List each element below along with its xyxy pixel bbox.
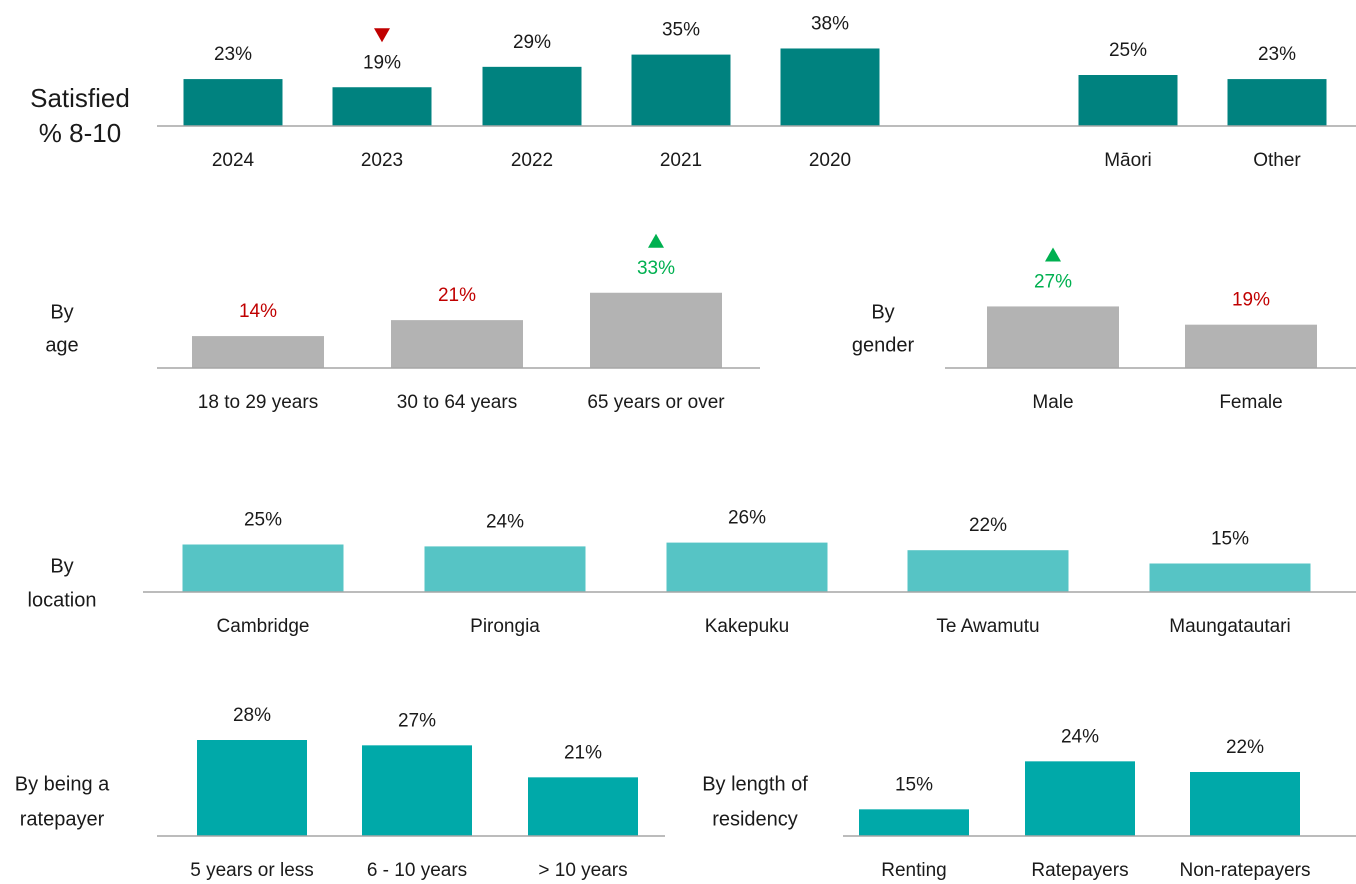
value-label: 38% [811,13,849,34]
bar [1025,761,1135,836]
bar [197,740,307,836]
value-label: 23% [1258,44,1296,65]
x-tick-label: Male [1032,392,1073,413]
bar [987,306,1119,368]
panel-label: By [871,301,894,323]
value-label: 23% [214,44,252,65]
value-label: 24% [1061,726,1099,747]
x-tick-label: Ratepayers [1031,860,1128,881]
value-label: 14% [239,301,277,322]
x-tick-label: Female [1219,392,1282,413]
x-tick-label: > 10 years [538,860,627,881]
value-label: 19% [363,52,401,73]
panel-label: By being a [15,773,110,795]
bar [631,54,731,126]
bar [391,320,523,368]
value-label: 15% [895,774,933,795]
value-label: 24% [486,511,524,532]
value-label: 22% [1226,737,1264,758]
bar [182,544,344,592]
panel-label: By length of [702,773,808,795]
x-tick-label: Māori [1104,150,1152,171]
value-label: 26% [728,508,766,529]
x-tick-label: 2020 [809,150,851,171]
value-label: 33% [637,258,675,279]
x-tick-label: Cambridge [217,616,310,637]
bar [1078,75,1178,126]
panel-label: By [50,555,73,577]
bar [482,66,582,126]
x-tick-label: 2023 [361,150,403,171]
x-tick-label: Other [1253,150,1301,171]
panel-label: Satisfied [30,83,130,113]
panel-label: % 8-10 [39,118,121,148]
x-tick-label: 30 to 64 years [397,392,517,413]
bar [424,546,586,592]
bar [780,48,880,127]
x-tick-label: 65 years or over [587,392,725,413]
value-label: 28% [233,705,271,726]
value-label: 27% [398,710,436,731]
bar [362,745,472,836]
significance-marker [1045,247,1061,262]
x-tick-label: Non-ratepayers [1180,860,1311,881]
bar [1227,79,1327,126]
bar [907,550,1069,592]
value-label: 19% [1232,290,1270,311]
panel-label: gender [852,334,915,356]
bar [1149,563,1311,592]
bar [192,336,324,368]
value-label: 21% [438,285,476,306]
x-tick-label: Kakepuku [705,616,790,637]
value-label: 25% [244,510,282,531]
panel-label: ratepayer [20,808,105,830]
bar [183,79,283,126]
x-tick-label: 5 years or less [190,860,314,881]
x-tick-label: 2021 [660,150,702,171]
value-label: 35% [662,20,700,41]
panel-label: residency [712,808,798,830]
value-label: 21% [564,742,602,763]
bar [1190,772,1300,836]
bar [666,542,828,592]
x-tick-label: 6 - 10 years [367,860,467,881]
x-tick-label: Pirongia [470,616,540,637]
bar [332,87,432,126]
x-tick-label: Maungatautari [1169,616,1290,637]
x-tick-label: Te Awamutu [936,616,1039,637]
x-tick-label: 2024 [212,150,255,171]
value-label: 27% [1034,271,1072,292]
bar [1185,324,1317,368]
panel-label: location [28,589,97,611]
bar [859,809,969,836]
x-tick-label: Renting [881,860,947,881]
value-label: 25% [1109,40,1147,61]
significance-marker [374,28,390,43]
value-label: 15% [1211,529,1249,550]
panel-label: By [50,301,73,323]
significance-marker [648,233,664,248]
x-tick-label: 18 to 29 years [198,392,318,413]
bar [590,292,722,368]
bar [528,777,638,836]
panel-label: age [45,334,78,356]
value-label: 29% [513,32,551,53]
value-label: 22% [969,515,1007,536]
x-tick-label: 2022 [511,150,553,171]
